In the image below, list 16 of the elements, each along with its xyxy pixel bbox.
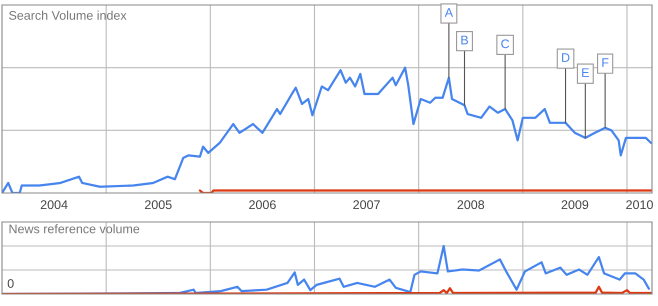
annotation: D (562, 53, 570, 62)
annotation: 0 (8, 279, 14, 288)
x-tick-label: 2008 (457, 200, 484, 210)
x-tick-label: 2005 (144, 200, 172, 210)
annotation: F (602, 58, 608, 67)
x-tick-label: 2004 (40, 200, 68, 210)
x-tick-label: 2007 (353, 200, 380, 210)
x-tick-label: 2009 (562, 200, 588, 210)
annotation: B (461, 36, 468, 44)
annotation: E (582, 68, 589, 77)
y-axis-title: News reference volume (10, 224, 140, 234)
x-tick-label: 2010 (626, 200, 653, 210)
annotation: A (444, 8, 454, 17)
x-tick-label: 2006 (249, 200, 276, 210)
annotation: C (501, 39, 510, 48)
y-axis-title: Search Volume index (9, 10, 126, 20)
